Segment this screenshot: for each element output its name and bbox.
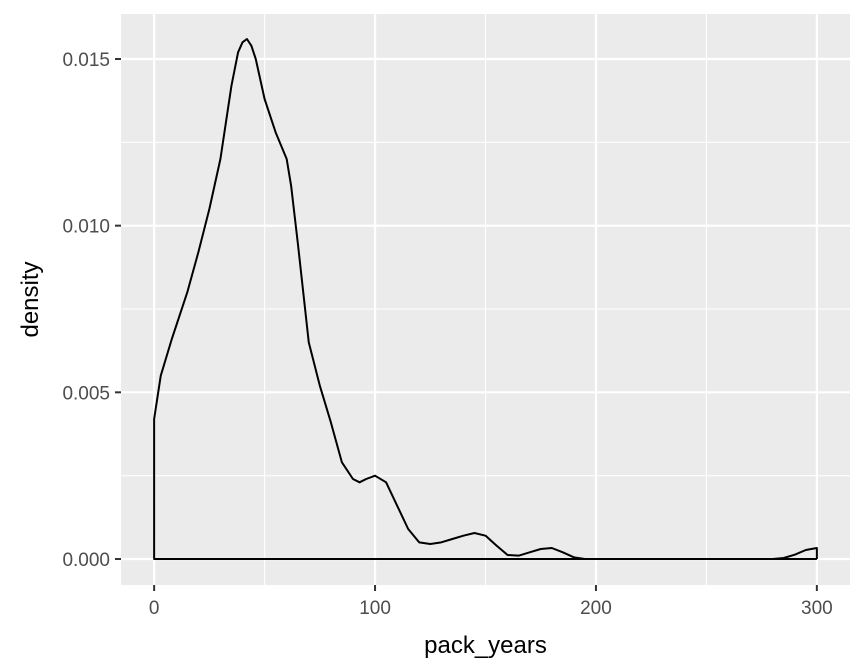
y-tick-label: 0.005 <box>62 383 110 404</box>
minor-gridlines <box>121 14 850 585</box>
y-tick-label: 0.000 <box>62 550 110 571</box>
y-axis-title: density <box>17 261 44 337</box>
x-tick-label: 300 <box>801 598 833 619</box>
x-axis-title: pack_years <box>424 632 547 659</box>
y-tick-label: 0.010 <box>62 217 110 238</box>
x-tick-label: 100 <box>359 598 391 619</box>
y-tick-label: 0.015 <box>62 50 110 71</box>
x-axis-ticks: 0 100 200 300 <box>149 585 833 619</box>
x-tick-label: 200 <box>580 598 612 619</box>
y-axis-ticks: 0.000 0.005 0.010 0.015 <box>62 50 121 571</box>
x-tick-label: 0 <box>149 598 160 619</box>
density-curve <box>153 38 818 560</box>
